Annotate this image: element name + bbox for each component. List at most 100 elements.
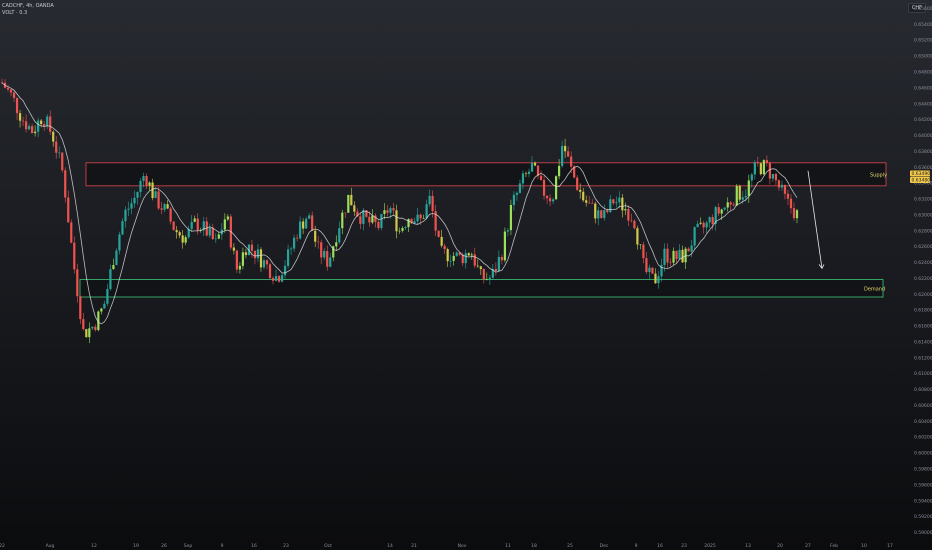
candle-body bbox=[515, 192, 519, 195]
candle-body bbox=[268, 264, 272, 279]
candle-body bbox=[407, 219, 410, 228]
candle-body bbox=[600, 210, 603, 218]
candle-body bbox=[386, 210, 389, 213]
currency-button[interactable]: CHF bbox=[907, 3, 926, 13]
time-tick-label: 21 bbox=[411, 543, 417, 549]
candle-body bbox=[434, 211, 437, 231]
candle-body bbox=[283, 265, 287, 276]
candle-body bbox=[741, 197, 744, 200]
candle-body bbox=[115, 250, 118, 266]
supply-zone[interactable] bbox=[85, 162, 887, 187]
candle-body bbox=[588, 202, 591, 204]
candle-body bbox=[253, 250, 257, 259]
candle-body bbox=[293, 237, 296, 249]
candle-body bbox=[582, 191, 585, 201]
candle-body bbox=[482, 269, 485, 280]
candle-body bbox=[720, 209, 723, 214]
candle-body bbox=[148, 182, 151, 186]
price-tick-label: 0.59600 bbox=[914, 482, 932, 488]
candle-body bbox=[639, 244, 642, 246]
candle-body bbox=[232, 247, 235, 251]
price-tick-label: 0.61400 bbox=[914, 339, 932, 345]
candle-body bbox=[28, 126, 31, 130]
price-tick-label: 0.61600 bbox=[914, 324, 932, 330]
time-tick-label: 10 bbox=[861, 543, 867, 549]
candle-body bbox=[377, 221, 380, 229]
candle-body bbox=[259, 249, 263, 268]
candle-body bbox=[70, 222, 73, 243]
candle-body bbox=[687, 248, 690, 252]
time-axis[interactable]: 22 Aug 12 19 26 Sep 9 16 23 Oct 14 21 Nov 11 18 25 Dec 9 1… bbox=[0, 543, 893, 549]
price-axis[interactable]: 0.65600 0.65400 0.65200 0.65000 0.64800 0.646… bbox=[914, 6, 932, 536]
countdown-value: 0.63480 bbox=[912, 177, 931, 183]
candle-body bbox=[762, 160, 765, 175]
time-tick-label: 22 bbox=[0, 543, 5, 549]
candle-body bbox=[657, 276, 660, 284]
candle-body bbox=[43, 124, 46, 126]
candle-body bbox=[792, 208, 796, 219]
candle-body bbox=[660, 264, 663, 277]
candle-body bbox=[624, 209, 627, 211]
candle-body bbox=[428, 195, 431, 205]
candle-body bbox=[627, 209, 630, 221]
price-tick-label: 0.64600 bbox=[914, 85, 932, 91]
candle-body bbox=[91, 326, 94, 329]
moving-average-line bbox=[1, 82, 798, 325]
candle-body bbox=[765, 160, 768, 163]
price-tick-label: 0.63800 bbox=[914, 149, 932, 155]
candle-body bbox=[621, 197, 624, 211]
candle-body bbox=[335, 242, 338, 247]
candle-body bbox=[286, 249, 290, 266]
price-tick-label: 0.65200 bbox=[914, 38, 932, 44]
candle-body bbox=[61, 152, 64, 171]
symbol-title[interactable]: CADCHF, 4h, OANDA bbox=[2, 3, 54, 9]
candle-body bbox=[40, 120, 43, 125]
candle-body bbox=[648, 267, 651, 273]
candle-body bbox=[551, 199, 555, 202]
candle-body bbox=[419, 214, 422, 219]
candle-body bbox=[711, 217, 714, 225]
candle-body bbox=[271, 278, 275, 281]
candle-body bbox=[280, 275, 284, 282]
candle-body bbox=[347, 194, 350, 213]
candle-body bbox=[783, 184, 787, 194]
candle-body bbox=[558, 165, 561, 177]
candle-body bbox=[449, 260, 452, 262]
price-tick-label: 0.62800 bbox=[914, 228, 932, 234]
candle-body bbox=[332, 246, 335, 258]
candle-body bbox=[699, 222, 702, 224]
candle-body bbox=[46, 116, 49, 126]
time-tick-label: 2025 bbox=[704, 543, 716, 549]
candle-body bbox=[672, 250, 675, 263]
candle-body bbox=[591, 203, 594, 204]
price-tick-label: 0.63600 bbox=[914, 165, 932, 171]
candle-body bbox=[431, 195, 434, 212]
candle-body bbox=[398, 230, 401, 232]
candle-body bbox=[299, 221, 302, 239]
candle-body bbox=[464, 253, 467, 264]
price-tick-label: 0.61200 bbox=[914, 355, 932, 361]
candle-body bbox=[750, 174, 753, 181]
candle-body bbox=[491, 268, 494, 278]
candle-body bbox=[151, 182, 154, 199]
candle-body bbox=[178, 232, 181, 236]
candle-body bbox=[678, 249, 681, 260]
candle-body bbox=[350, 194, 353, 206]
demand-zone[interactable] bbox=[79, 279, 884, 298]
price-tick-label: 0.64200 bbox=[914, 117, 932, 123]
indicator-title[interactable]: VOLT · 0.3 bbox=[2, 10, 28, 16]
candle-body bbox=[509, 204, 513, 231]
price-tick-label: 0.62600 bbox=[914, 244, 932, 250]
candle-body bbox=[512, 194, 516, 205]
candle-body bbox=[696, 223, 699, 228]
time-tick-label: 26 bbox=[161, 543, 167, 549]
price-tick-label: 0.65600 bbox=[914, 6, 932, 12]
candle-body bbox=[181, 235, 184, 243]
price-tick-label: 0.62000 bbox=[914, 292, 932, 298]
candle-body bbox=[651, 267, 654, 274]
candle-body bbox=[473, 254, 476, 266]
candle-body bbox=[262, 260, 266, 268]
candle-body bbox=[362, 210, 365, 224]
candle-body bbox=[18, 113, 22, 121]
